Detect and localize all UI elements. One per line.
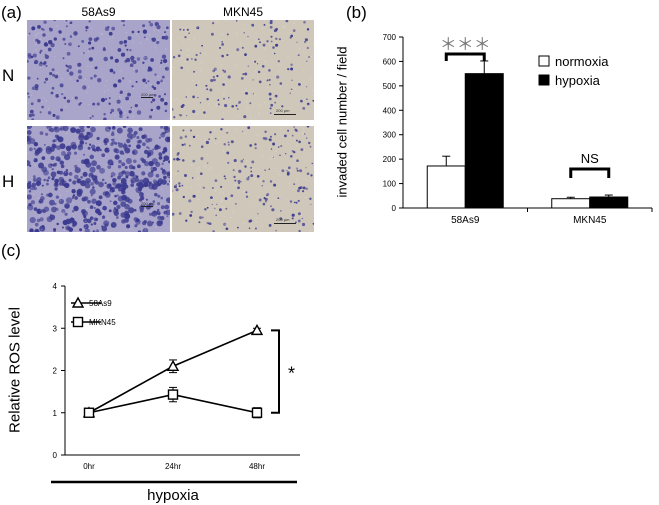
- row-label-normoxia: N: [2, 66, 15, 85]
- legend-label-MKN45: MKN45: [89, 318, 116, 327]
- legend-marker-MKN45: [72, 316, 84, 328]
- micrograph-hypoxia-mkn45-image: [172, 126, 314, 232]
- membrane-pores: [173, 20, 314, 120]
- y-tick-label: 2: [53, 367, 58, 376]
- membrane-pores: [27, 20, 169, 120]
- micrograph-normoxia-mkn45-image: [172, 20, 314, 120]
- row-label-hypoxia: H: [2, 172, 15, 191]
- ns-label: NS: [581, 151, 599, 166]
- stained-cells: [27, 20, 169, 120]
- line-chart-y-ticks: 0 1 2 3 4: [53, 282, 65, 460]
- data-point: [250, 323, 264, 336]
- bar-chart-categories: 58As9 MKN45: [451, 215, 607, 226]
- bar-hypoxia-MKN45: [589, 196, 629, 209]
- bar-chart-bars: [426, 60, 653, 212]
- stained-cells: [27, 126, 170, 232]
- y-tick-label: 200: [383, 155, 397, 164]
- panel-c-letter: (c): [1, 241, 21, 260]
- y-tick-label: 600: [383, 57, 397, 66]
- significance-bracket: [444, 52, 486, 61]
- category-label: MKN45: [573, 215, 607, 226]
- scale-bar: [274, 223, 296, 224]
- scale-bar-label: 200 µm: [141, 201, 155, 206]
- stained-cells: [172, 126, 314, 232]
- bar-hypoxia-58As9: [464, 73, 504, 209]
- legend-label-58As9: 58As9: [89, 299, 112, 308]
- y-axis-label-invaded: invaded cell number / field: [334, 46, 350, 198]
- bar-normoxia-MKN45: [551, 198, 591, 209]
- bar-chart-legend: normoxia hypoxia: [538, 54, 609, 88]
- significance-stars: ＊＊＊: [440, 35, 491, 54]
- y-tick-label: 500: [383, 82, 397, 91]
- scale-bar-label: 200 µm: [276, 217, 290, 222]
- legend-label-normoxia: normoxia: [555, 54, 609, 69]
- line-chart-annotations: * hypoxia: [51, 329, 297, 504]
- data-point: [251, 407, 263, 418]
- y-tick-label: 400: [383, 106, 397, 115]
- y-tick-label: 0: [392, 204, 397, 213]
- micrograph-background: [172, 20, 314, 120]
- series-MKN45: [83, 386, 263, 419]
- panel-a-letter: (a): [1, 3, 22, 22]
- hypoxia-label: hypoxia: [147, 487, 199, 504]
- x-tick-label: 24hr: [165, 462, 181, 471]
- x-tick-label: 0hr: [83, 462, 95, 471]
- scale-bar: [141, 206, 153, 207]
- bar-normoxia-58As9: [426, 165, 466, 209]
- data-point: [166, 359, 180, 371]
- legend-marker-58As9: [71, 296, 85, 308]
- y-tick-label: 0: [53, 451, 58, 460]
- bar-chart-y-ticks: 0 100 200 300 400 500 600 700: [383, 33, 403, 213]
- y-tick-label: 4: [53, 282, 58, 291]
- line-chart-legend: 58As9 MKN45: [71, 296, 116, 328]
- micrograph-hypoxia-58as9: [27, 126, 170, 232]
- significance-star: *: [288, 364, 295, 384]
- legend-label-hypoxia: hypoxia: [555, 73, 601, 88]
- legend-swatch-normoxia: [538, 55, 550, 67]
- y-tick-label: 700: [383, 33, 397, 42]
- ns-bracket: [569, 167, 611, 179]
- micrograph-hypoxia-58as9-image: [27, 126, 170, 232]
- scale-bar-label: 200 µm: [276, 108, 290, 113]
- scale-bar-label: 200 µm: [141, 92, 155, 97]
- micrograph-background: [172, 126, 314, 232]
- panel-b-letter: (b): [346, 3, 367, 22]
- column-label-mkn45: MKN45: [222, 5, 263, 19]
- line-chart-axes: 0hr 24hr 48hr: [64, 286, 300, 471]
- legend-swatch-hypoxia: [538, 74, 550, 86]
- y-tick-label: 100: [383, 180, 397, 189]
- significance-bracket: [271, 329, 280, 414]
- y-tick-label: 1: [53, 409, 58, 418]
- scale-bar: [274, 114, 296, 115]
- micrograph-hypoxia-mkn45: [172, 126, 314, 232]
- micrograph-normoxia-58as9-image: [27, 20, 170, 120]
- scale-bar: [141, 97, 153, 98]
- bar-chart-annotations: ＊＊＊ NS: [440, 35, 611, 179]
- column-label-58as9: 58As9: [81, 5, 116, 19]
- membrane-pores: [27, 128, 170, 232]
- membrane-pores: [172, 127, 312, 232]
- x-tick-label: 48hr: [249, 462, 265, 471]
- series-58As9: [82, 323, 264, 418]
- line-chart-series: [82, 323, 264, 419]
- stained-cells: [172, 20, 314, 120]
- y-tick-label: 300: [383, 131, 397, 140]
- micrograph-normoxia-58as9: [27, 20, 170, 120]
- category-label: 58As9: [451, 215, 480, 226]
- data-point: [167, 389, 179, 400]
- micrograph-normoxia-mkn45: [172, 20, 314, 120]
- data-point: [83, 407, 95, 418]
- ros-line-chart: 0hr 24hr 48hr 0 1 2 3 4 58As9 MKN45 * hypoxia: [51, 282, 300, 504]
- y-tick-label: 3: [53, 324, 58, 333]
